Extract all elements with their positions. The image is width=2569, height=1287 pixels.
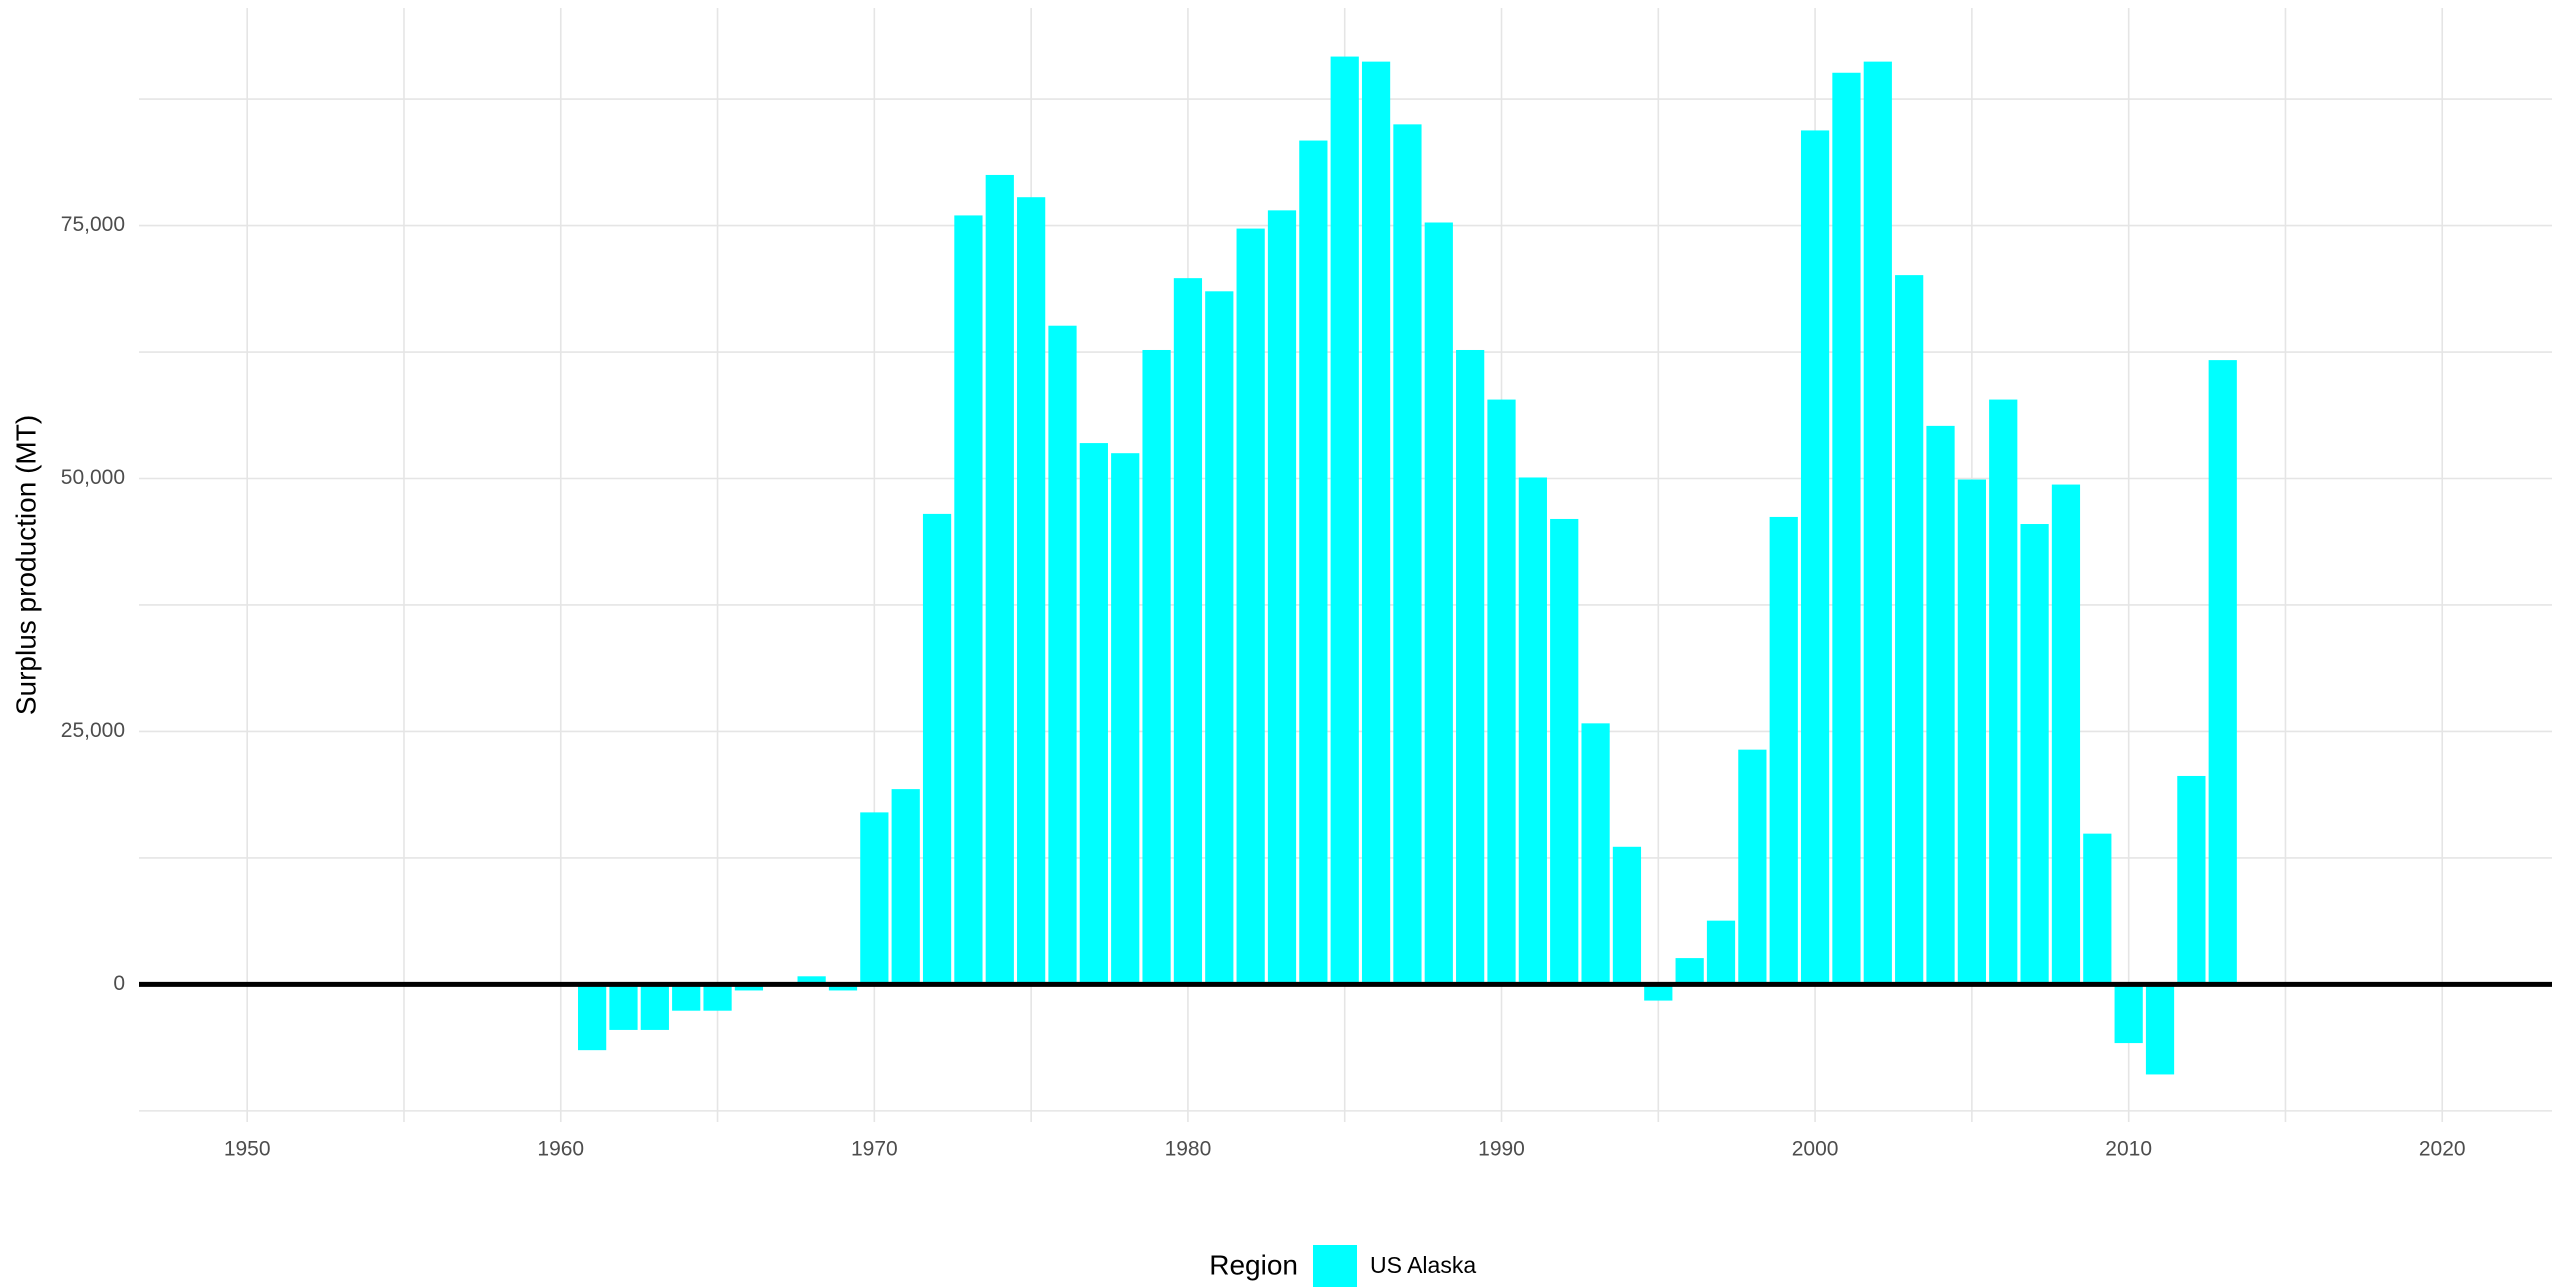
bar xyxy=(1926,425,1955,985)
bar xyxy=(1706,920,1736,985)
y-tick-label: 50,000 xyxy=(61,466,125,489)
bar xyxy=(578,984,607,1051)
bar xyxy=(1518,477,1547,985)
x-tick-label: 1950 xyxy=(224,1138,271,1161)
bar xyxy=(1675,958,1704,985)
bar xyxy=(1989,399,2018,985)
bar xyxy=(1581,723,1610,985)
x-tick-label: 1980 xyxy=(1165,1138,1212,1161)
bar xyxy=(1800,130,1830,985)
bar xyxy=(2083,833,2112,985)
bar xyxy=(1267,210,1297,985)
bar xyxy=(1393,124,1422,985)
y-tick-label: 0 xyxy=(113,972,125,995)
x-tick-label: 2020 xyxy=(2419,1138,2466,1161)
bar xyxy=(1769,516,1798,985)
bar xyxy=(1142,349,1171,985)
bar xyxy=(609,984,638,1030)
bar xyxy=(1895,275,1924,985)
bar xyxy=(797,976,826,985)
bar xyxy=(1550,518,1579,985)
bar xyxy=(1832,72,1861,985)
bar xyxy=(2051,484,2081,985)
bar xyxy=(1487,399,1516,985)
bar xyxy=(985,174,1014,985)
y-axis-title: Surplus production (MT) xyxy=(10,415,41,715)
bar xyxy=(1456,349,1485,985)
bar xyxy=(2177,775,2206,985)
bar xyxy=(1205,291,1234,985)
bar xyxy=(954,215,983,985)
bar xyxy=(640,984,669,1030)
bar xyxy=(1612,846,1642,985)
bar xyxy=(1048,325,1077,985)
bar xyxy=(1863,61,1892,985)
y-tick-label: 25,000 xyxy=(61,719,125,742)
bar xyxy=(1957,479,1986,985)
legend-key xyxy=(1313,1245,1357,1287)
x-tick-label: 1970 xyxy=(851,1138,898,1161)
bar xyxy=(1299,140,1328,985)
bar xyxy=(2020,524,2049,985)
bar xyxy=(2208,360,2237,985)
bar xyxy=(672,984,701,1011)
bar xyxy=(1330,56,1359,985)
y-tick-label: 75,000 xyxy=(61,213,125,236)
bar xyxy=(1361,61,1391,985)
bar xyxy=(1079,443,1108,985)
bar xyxy=(2145,984,2175,1075)
bar xyxy=(1424,222,1453,985)
bar xyxy=(891,789,920,985)
bar xyxy=(734,984,764,991)
legend-title: Region xyxy=(1209,1249,1298,1280)
bar xyxy=(2114,984,2143,1044)
bar xyxy=(1236,228,1265,985)
bar xyxy=(1173,278,1203,985)
x-tick-label: 1960 xyxy=(537,1138,584,1161)
x-tick-label: 1990 xyxy=(1478,1138,1525,1161)
bar xyxy=(1017,197,1046,985)
bar xyxy=(1644,984,1673,1001)
legend-label: US Alaska xyxy=(1370,1252,1476,1278)
bar xyxy=(860,812,889,985)
x-tick-label: 2010 xyxy=(2105,1138,2152,1161)
bar xyxy=(1738,749,1767,985)
bar xyxy=(703,984,732,1011)
bar xyxy=(828,984,858,991)
x-tick-label: 2000 xyxy=(1792,1138,1839,1161)
bar xyxy=(922,513,952,985)
bar xyxy=(1111,453,1140,985)
